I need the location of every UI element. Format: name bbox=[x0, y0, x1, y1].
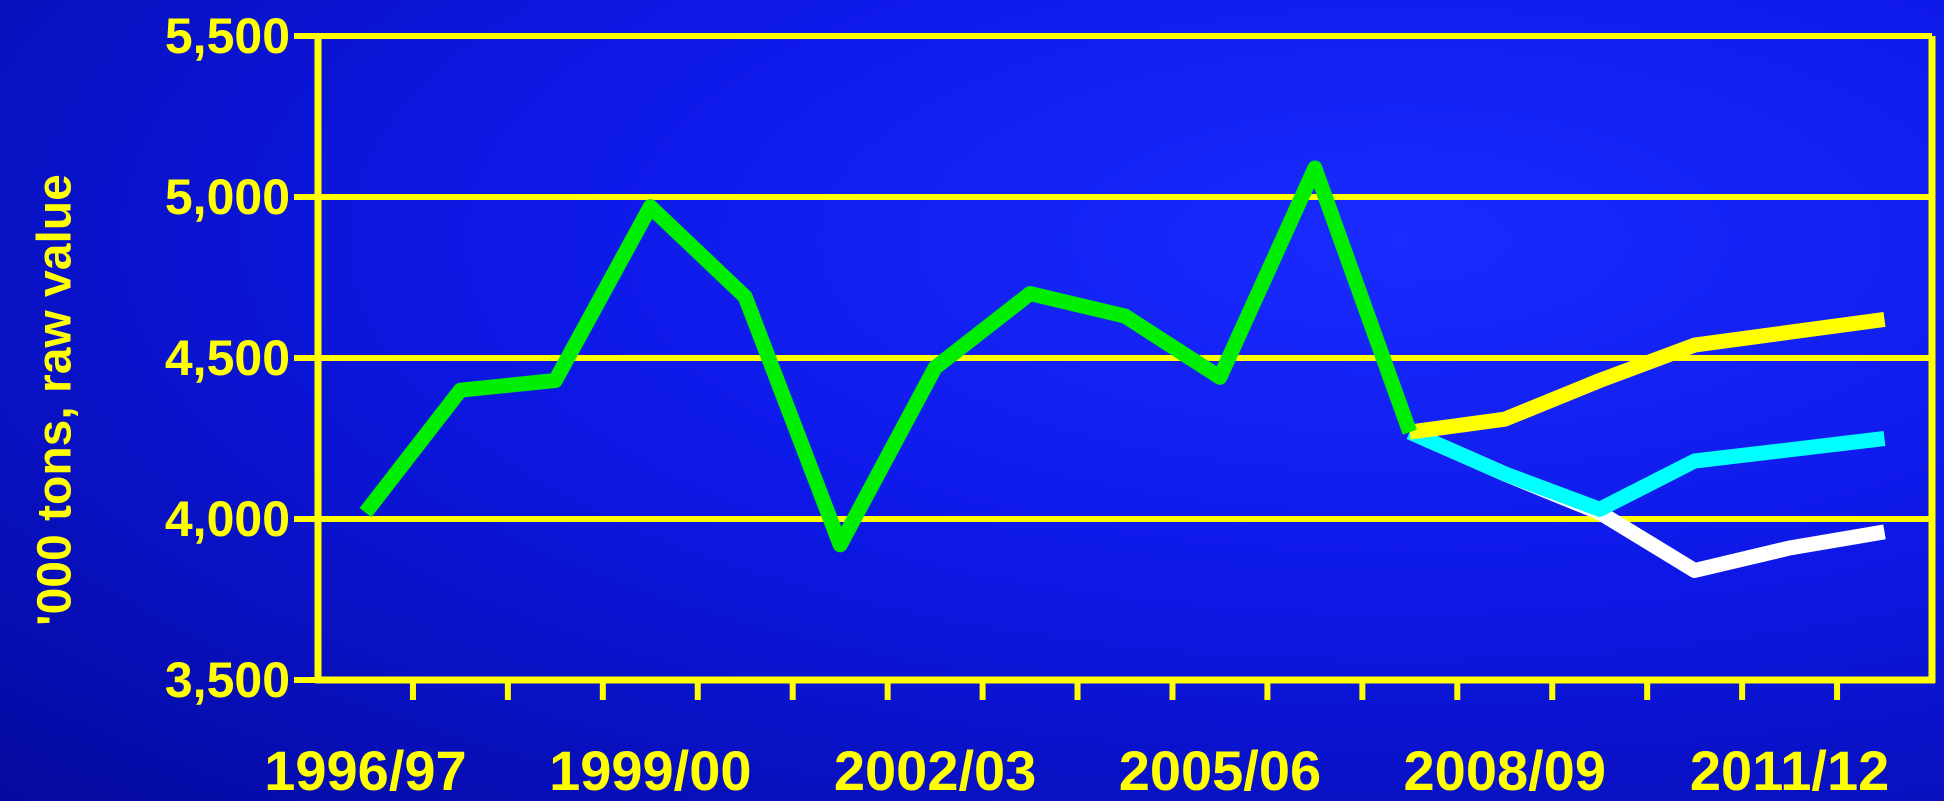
x-tick-label: 2002/03 bbox=[834, 739, 1036, 801]
x-tick-label: 2011/12 bbox=[1690, 739, 1889, 801]
series-line-0 bbox=[359, 160, 1417, 553]
y-tick-label: 4,000 bbox=[165, 491, 290, 547]
y-tick-label: 3,500 bbox=[165, 652, 290, 708]
series-line-2 bbox=[1406, 425, 1886, 517]
y-tick-label: 4,500 bbox=[165, 330, 290, 386]
x-tick-label: 2008/09 bbox=[1404, 739, 1606, 801]
x-tick-label: 2005/06 bbox=[1119, 739, 1321, 801]
y-tick-label: 5,000 bbox=[165, 169, 290, 225]
series-line-3 bbox=[1408, 311, 1886, 440]
x-tick-label: 1999/00 bbox=[549, 739, 751, 801]
y-tick-label: 5,500 bbox=[165, 8, 290, 64]
x-tick-label: 1996/97 bbox=[264, 739, 466, 801]
